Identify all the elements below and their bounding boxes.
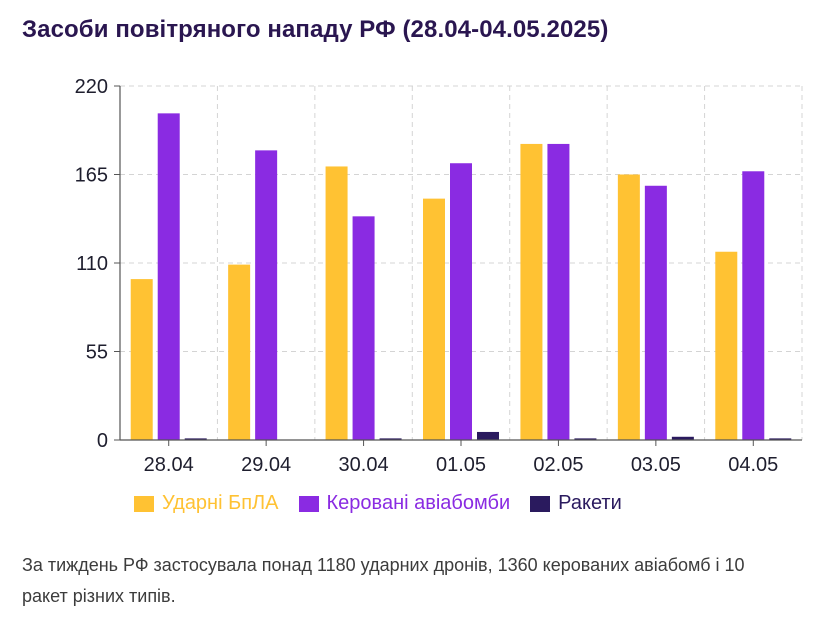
legend-item-missiles[interactable]: Ракети [530,492,622,515]
legend-swatch-drones [134,496,154,512]
y-tick-label: 220 [75,76,108,98]
bar-drones[interactable] [618,175,640,441]
bar-drones[interactable] [326,166,348,440]
bar-bombs[interactable] [547,144,569,440]
legend-item-drones[interactable]: Ударні БпЛА [134,492,279,515]
legend-label-missiles: Ракети [558,492,622,515]
summary-note: За тиждень РФ застосувала понад 1180 уда… [22,550,782,612]
bar-drones[interactable] [423,199,445,440]
y-axis-ticks: 0 55 110 165 220 [75,76,108,452]
bars [131,113,792,440]
bar-bombs[interactable] [255,150,277,440]
legend-item-bombs[interactable]: Керовані авіабомби [299,492,511,515]
legend: Ударні БпЛА Керовані авіабомби Ракети [134,492,622,515]
bar-drones[interactable] [520,144,542,440]
bar-drones[interactable] [131,279,153,440]
x-tick-label: 01.05 [436,454,486,476]
bar-bombs[interactable] [645,186,667,440]
bar-missiles[interactable] [477,432,499,440]
bar-bombs[interactable] [742,171,764,440]
y-tick-label: 0 [97,430,108,452]
legend-swatch-missiles [530,496,550,512]
y-tick-label: 55 [86,342,108,364]
y-tick-label: 110 [76,253,108,275]
x-axis-ticks: 28.04 29.04 30.04 01.05 02.05 03.05 04.05 [144,454,779,476]
x-tick-label: 02.05 [533,454,583,476]
bar-drones[interactable] [715,252,737,440]
x-tick-label: 30.04 [339,454,389,476]
bar-chart: 0 55 110 165 220 28.04 29.04 30.04 01.05 02.05 03… [0,0,822,480]
x-tick-label: 04.05 [728,454,778,476]
legend-label-drones: Ударні БпЛА [162,492,279,515]
x-tick-label: 29.04 [241,454,291,476]
bar-drones[interactable] [228,265,250,440]
legend-swatch-bombs [299,496,319,512]
x-tick-label: 28.04 [144,454,194,476]
bar-bombs[interactable] [353,216,375,440]
y-tick-label: 165 [75,165,108,187]
bar-bombs[interactable] [450,163,472,440]
bar-bombs[interactable] [158,113,180,440]
legend-label-bombs: Керовані авіабомби [327,492,511,515]
x-tick-label: 03.05 [631,454,681,476]
